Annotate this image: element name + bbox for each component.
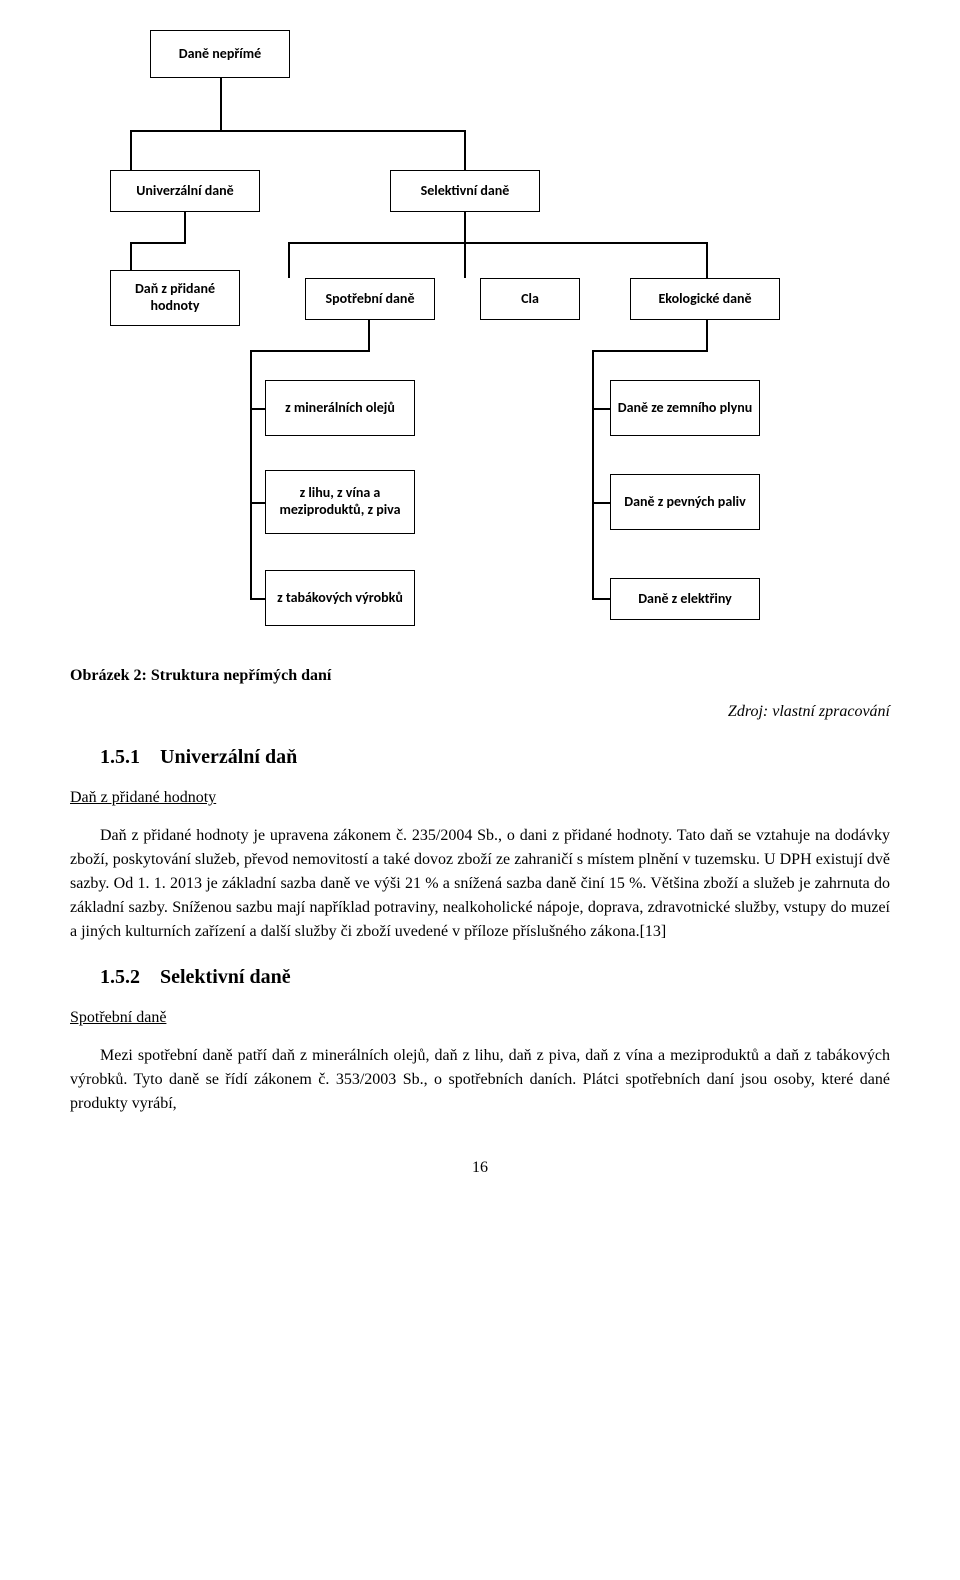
conn — [706, 242, 708, 278]
figure-caption: Obrázek 2: Struktura nepřímých daní — [70, 664, 890, 688]
node-mineralni: z minerálních olejů — [265, 380, 415, 436]
section-1-5-1: 1.5.1 Univerzální daň — [100, 742, 890, 772]
subheading-dph: Daň z přidané hodnoty — [70, 786, 890, 810]
section-number: 1.5.1 — [100, 746, 140, 768]
paragraph-spotrebni: Mezi spotřební daně patří daň z mineráln… — [70, 1044, 890, 1116]
node-cla: Cla — [480, 278, 580, 320]
figure-source: Zdroj: vlastní zpracování — [70, 700, 890, 724]
section-1-5-2: 1.5.2 Selektivní daně — [100, 962, 890, 992]
conn — [592, 502, 610, 504]
conn — [250, 598, 266, 600]
conn — [250, 502, 266, 504]
node-elektrina: Daně z elektřiny — [610, 578, 760, 620]
node-paliv: Daně z pevných paliv — [610, 474, 760, 530]
conn — [368, 320, 370, 352]
node-tabak: z tabákových výrobků — [265, 570, 415, 626]
subheading-spotrebni: Spotřební daně — [70, 1006, 890, 1030]
conn — [130, 130, 132, 170]
conn — [220, 78, 222, 130]
conn — [288, 242, 290, 278]
node-dph: Daň z přidané hodnoty — [110, 270, 240, 326]
conn — [130, 130, 466, 132]
org-chart: Daně nepřímé Univerzální daně Selektivní… — [70, 30, 890, 660]
conn — [250, 408, 266, 410]
node-univerzalni: Univerzální daně — [110, 170, 260, 212]
node-spotrebni: Spotřební daně — [305, 278, 435, 320]
conn — [184, 212, 186, 242]
conn — [130, 242, 132, 270]
conn — [464, 130, 466, 170]
node-selektivni: Selektivní daně — [390, 170, 540, 212]
paragraph-dph: Daň z přidané hodnoty je upravena zákone… — [70, 824, 890, 944]
conn — [288, 242, 708, 244]
conn — [250, 350, 370, 352]
conn — [706, 320, 708, 352]
conn — [464, 212, 466, 242]
section-title: Univerzální daň — [160, 746, 297, 768]
conn — [464, 242, 466, 278]
conn — [130, 242, 186, 244]
node-lihu: z lihu, z vína a meziproduktů, z piva — [265, 470, 415, 534]
page-number: 16 — [70, 1156, 890, 1180]
conn — [592, 350, 708, 352]
conn — [250, 350, 252, 600]
section-title: Selektivní daně — [160, 966, 291, 988]
node-root: Daně nepřímé — [150, 30, 290, 78]
conn — [592, 598, 610, 600]
node-ekologicke: Ekologické daně — [630, 278, 780, 320]
conn — [592, 408, 610, 410]
section-number: 1.5.2 — [100, 966, 140, 988]
node-zemni-plyn: Daně ze zemního plynu — [610, 380, 760, 436]
conn — [592, 350, 594, 600]
